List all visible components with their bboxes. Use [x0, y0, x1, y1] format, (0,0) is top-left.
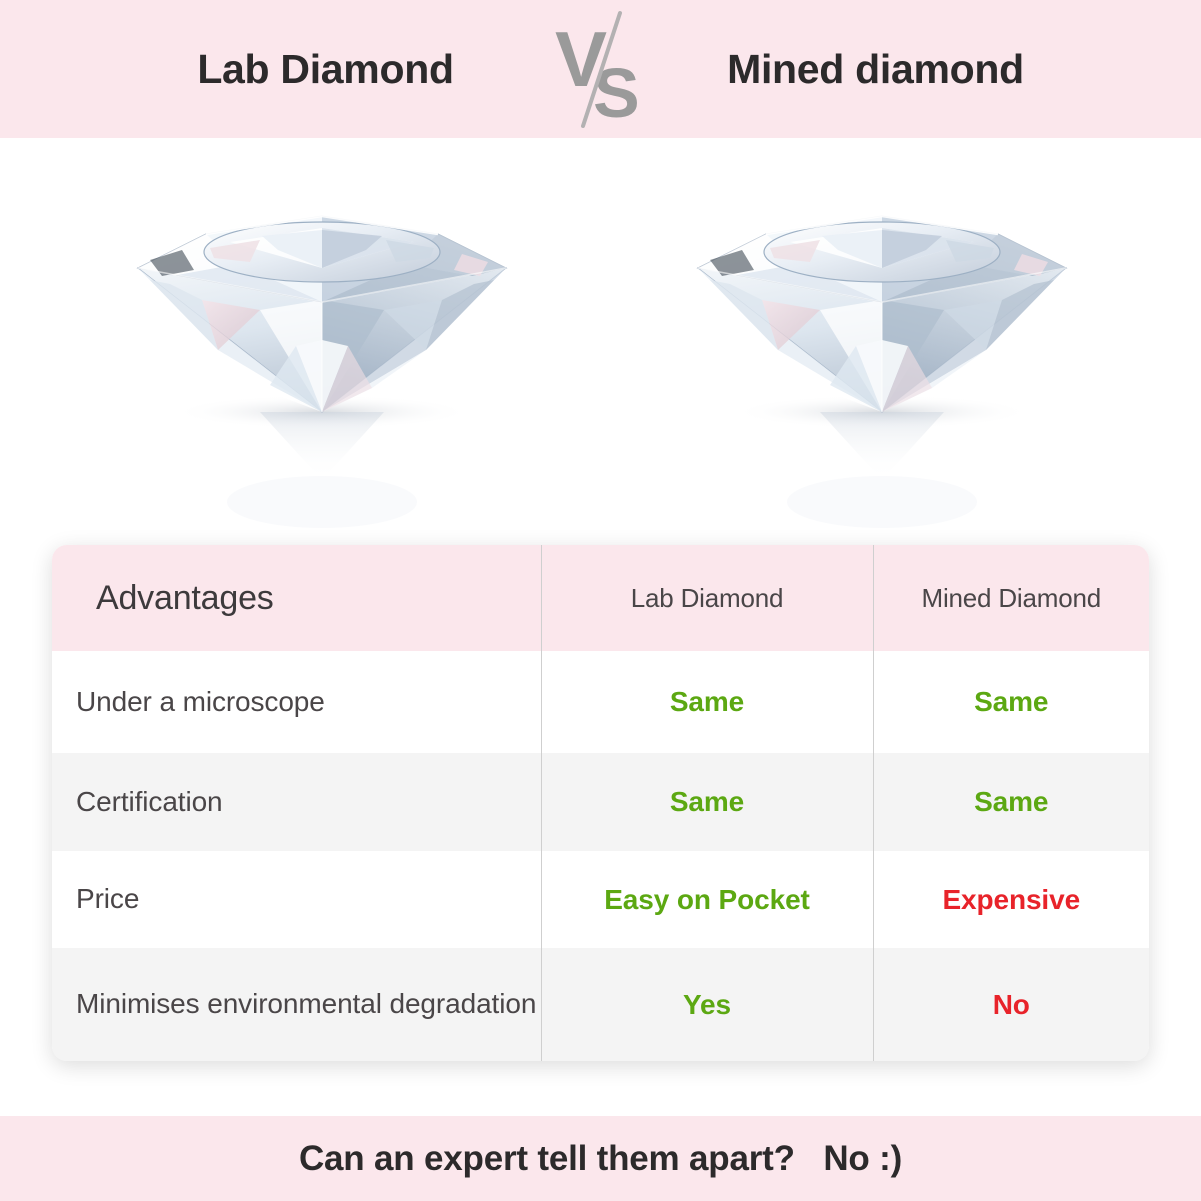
footer-question: Can an expert tell them apart? No :)	[298, 1138, 903, 1178]
row-feature-label: Minimises environmental degradation	[52, 948, 541, 1061]
row-mined-value: No	[872, 948, 1149, 1061]
column-header-advantages: Advantages	[52, 545, 541, 651]
header-title-lab: Lab Diamond	[197, 45, 454, 92]
mined-diamond-image	[670, 150, 1090, 530]
table-row: Price Easy on Pocket Expensive	[52, 851, 1149, 948]
vs-slash-icon: V S	[555, 11, 640, 132]
lab-diamond-image	[110, 150, 530, 530]
row-feature-label: Price	[52, 851, 541, 948]
row-feature-label: Under a microscope	[52, 651, 541, 753]
vs-badge: V S	[541, 4, 661, 134]
table-row: Certification Same Same	[52, 753, 1149, 851]
comparison-card: Advantages Lab Diamond Mined Diamond Und…	[52, 545, 1149, 1061]
column-header-mined-diamond: Mined Diamond	[872, 545, 1149, 651]
row-lab-value: Same	[540, 753, 873, 851]
row-mined-value: Same	[872, 753, 1149, 851]
table-body: Under a microscope Same Same Certificati…	[52, 651, 1149, 1061]
column-header-lab-diamond: Lab Diamond	[540, 545, 873, 651]
row-mined-value: Expensive	[872, 851, 1149, 948]
svg-text:V: V	[555, 15, 607, 103]
diamond-icon	[136, 214, 508, 528]
row-lab-value: Same	[540, 651, 873, 753]
header-title-mined: Mined diamond	[727, 45, 1024, 92]
table-row: Under a microscope Same Same	[52, 651, 1149, 753]
diamond-showcase	[0, 138, 1201, 538]
row-mined-value: Same	[872, 651, 1149, 753]
diamond-icon	[696, 214, 1068, 528]
table-header: Advantages Lab Diamond Mined Diamond	[52, 545, 1149, 651]
comparison-table: Advantages Lab Diamond Mined Diamond Und…	[52, 545, 1149, 1061]
row-lab-value: Yes	[540, 948, 873, 1061]
header-band: Lab Diamond V S Mined diamond	[0, 0, 1201, 138]
row-feature-label: Certification	[52, 753, 541, 851]
table-row: Minimises environmental degradation Yes …	[52, 948, 1149, 1061]
svg-text:S: S	[593, 54, 640, 132]
row-lab-value: Easy on Pocket	[540, 851, 873, 948]
table-header-row: Advantages Lab Diamond Mined Diamond	[52, 545, 1149, 651]
footer-band: Can an expert tell them apart? No :)	[0, 1116, 1201, 1201]
